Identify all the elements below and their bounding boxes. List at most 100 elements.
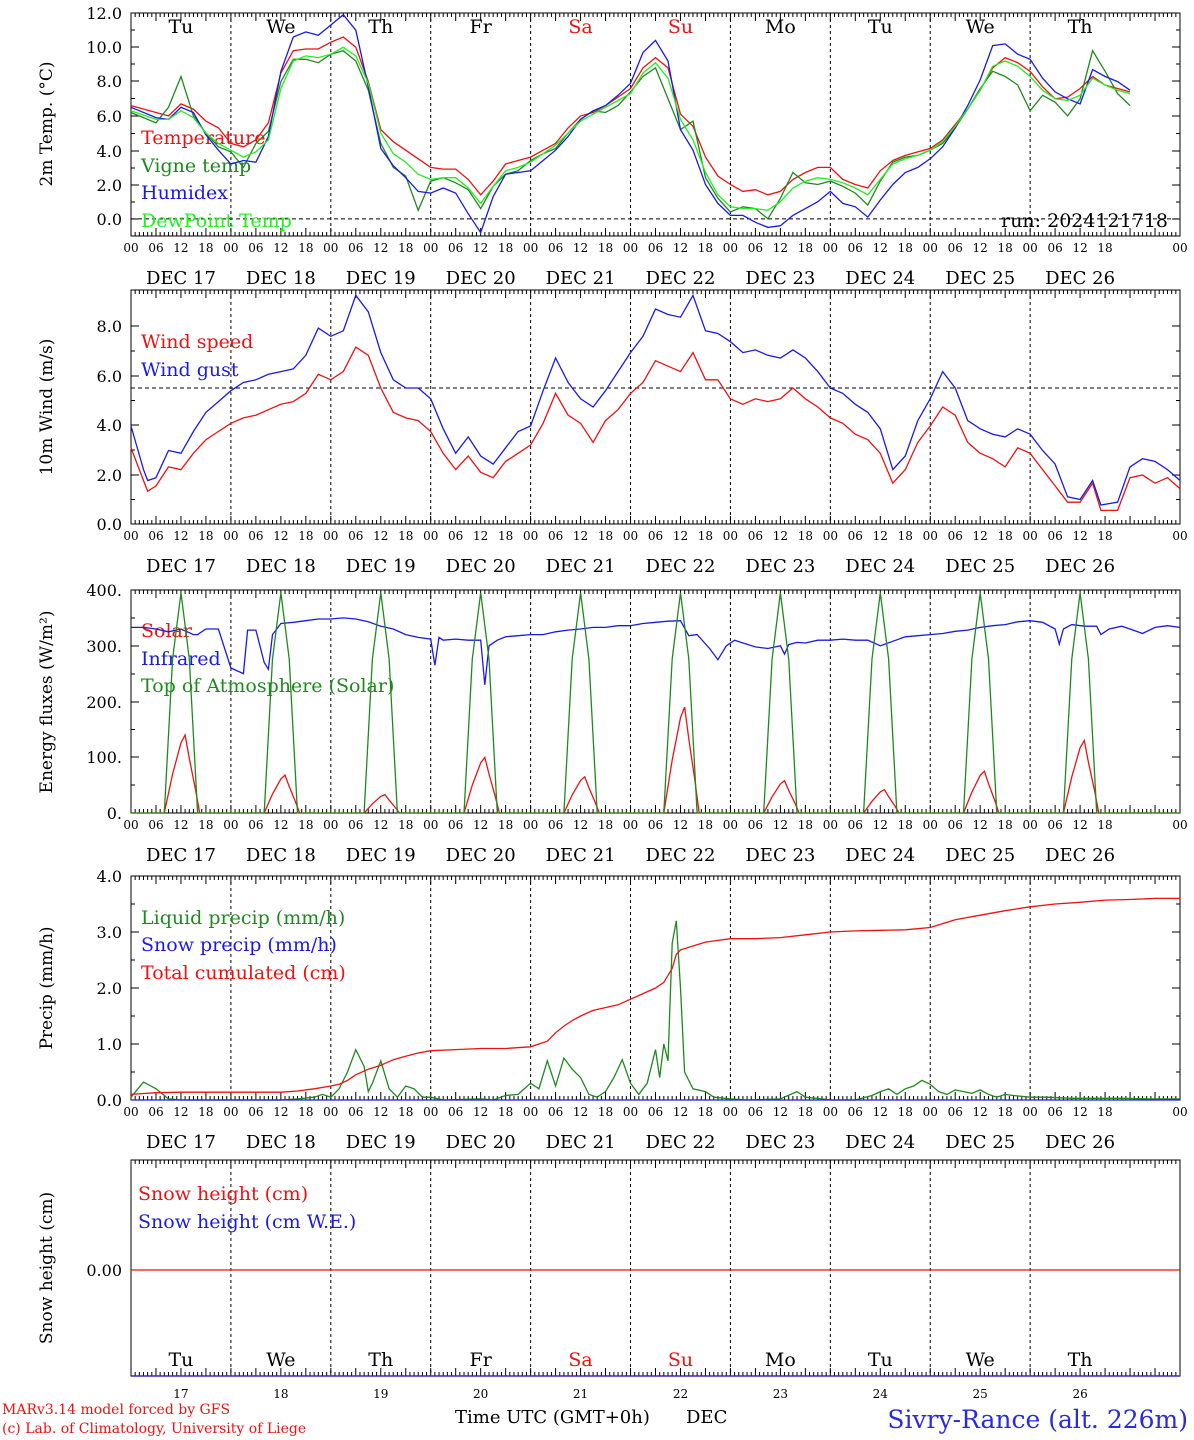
y-tick-label: 2.0 bbox=[97, 979, 122, 998]
plot-frame bbox=[130, 589, 1181, 814]
x-hour-label: 18 bbox=[998, 529, 1013, 543]
y-tick-label: 12.0 bbox=[86, 4, 122, 23]
x-hour-label: 06 bbox=[848, 1105, 863, 1119]
y-tick-label: 0.00 bbox=[86, 1261, 122, 1280]
x-date-label: DEC 24 bbox=[845, 845, 915, 866]
x-hour-label: 00 bbox=[1172, 1105, 1187, 1119]
x-hour-label: 06 bbox=[548, 529, 563, 543]
series-line-liquid-precip-mm-h- bbox=[130, 920, 1180, 1101]
x-hour-label: 00 bbox=[1023, 529, 1038, 543]
x-hour-label: 00 bbox=[523, 1105, 538, 1119]
x-hour-label: 18 bbox=[798, 529, 813, 543]
series-line-dewpoint-temp bbox=[130, 46, 1131, 211]
x-hour-label: 06 bbox=[848, 529, 863, 543]
day-of-week-label: We bbox=[266, 16, 295, 38]
x-hour-label: 18 bbox=[798, 1105, 813, 1119]
x-hour-label: 18 bbox=[498, 241, 513, 255]
x-hour-label: 06 bbox=[748, 529, 763, 543]
x-hour-label: 00 bbox=[123, 1105, 138, 1119]
x-hour-label: 12 bbox=[373, 1105, 388, 1119]
x-hour-label: 18 bbox=[998, 241, 1013, 255]
x-hour-label: 18 bbox=[1097, 1105, 1112, 1119]
x-hour-label: 18 bbox=[598, 241, 613, 255]
series-line-top-of-atmosphere-solar- bbox=[131, 592, 1180, 814]
x-date-label: DEC 25 bbox=[945, 268, 1015, 289]
x-hour-label: 06 bbox=[1047, 1105, 1062, 1119]
x-date-label: DEC 23 bbox=[745, 268, 815, 289]
y-tick-label: 0.0 bbox=[97, 1091, 122, 1110]
x-date-label: DEC 17 bbox=[146, 1132, 216, 1153]
panel-1: 12.0 10.0 8.0 6.0 4.0 2.0 0.0 2m Temp. (°C) Temp… bbox=[37, 4, 1188, 289]
x-hour-label: 00 bbox=[823, 529, 838, 543]
x-date-label: DEC 26 bbox=[1045, 1132, 1115, 1153]
x-hour-label: 00 bbox=[223, 818, 238, 832]
x-hour-label: 00 bbox=[823, 818, 838, 832]
x-hour-label: 12 bbox=[773, 529, 788, 543]
legend-entry: Top of Atmosphere (Solar) bbox=[141, 675, 394, 697]
x-hour-label: 00 bbox=[923, 818, 938, 832]
x-date-label: DEC 21 bbox=[546, 1132, 616, 1153]
x-hour-label: 12 bbox=[473, 818, 488, 832]
x-date-label: DEC 23 bbox=[745, 1132, 815, 1153]
y-axis-label: 2m Temp. (°C) bbox=[37, 61, 57, 186]
x-hour-label: 18 bbox=[398, 1105, 413, 1119]
panel-2: 8.0 6.0 4.0 2.0 0.0 10m Wind (m/s) Wind speed W… bbox=[37, 289, 1188, 577]
x-hour-label: 18 bbox=[698, 818, 713, 832]
x-hour-label: 18 bbox=[198, 529, 213, 543]
x-hour-label: 18 bbox=[298, 529, 313, 543]
x-date-label: DEC 26 bbox=[1045, 556, 1115, 577]
x-hour-label: 06 bbox=[248, 818, 263, 832]
x-hour-label: 12 bbox=[473, 241, 488, 255]
x-date-label: DEC 24 bbox=[845, 268, 915, 289]
x-hour-label: 00 bbox=[723, 818, 738, 832]
x-hour-label: 06 bbox=[548, 241, 563, 255]
y-tick-label: 8.0 bbox=[97, 317, 122, 336]
panels-layer: 12.0 10.0 8.0 6.0 4.0 2.0 0.0 2m Temp. (°C) Temp… bbox=[37, 4, 1188, 1401]
x-hour-label: 12 bbox=[373, 818, 388, 832]
x-hour-label: 18 bbox=[498, 818, 513, 832]
panel-3: 400.300.200.100.0.Energy fluxes (W/m²) So… bbox=[37, 581, 1188, 866]
x-hour-label: 12 bbox=[673, 818, 688, 832]
x-hour-label: 12 bbox=[273, 241, 288, 255]
x-hour-label: 12 bbox=[1072, 818, 1087, 832]
x-hour-label: 12 bbox=[173, 1105, 188, 1119]
x-hour-label: 12 bbox=[1072, 1105, 1087, 1119]
day-of-week-label: Su bbox=[668, 16, 693, 38]
day-number-label: 20 bbox=[473, 1387, 488, 1401]
x-hour-label: 12 bbox=[273, 818, 288, 832]
x-hour-label: 00 bbox=[123, 529, 138, 543]
x-hour-label: 00 bbox=[823, 241, 838, 255]
x-hour-label: 00 bbox=[923, 1105, 938, 1119]
x-hour-label: 00 bbox=[223, 1105, 238, 1119]
x-date-label: DEC 17 bbox=[146, 268, 216, 289]
x-hour-label: 06 bbox=[748, 1105, 763, 1119]
x-hour-label: 06 bbox=[148, 241, 163, 255]
y-tick-label: 2.0 bbox=[97, 466, 122, 485]
legend-entry: Humidex bbox=[141, 182, 228, 204]
x-hour-label: 00 bbox=[623, 1105, 638, 1119]
legend-entry: Snow precip (mm/h) bbox=[141, 934, 337, 956]
x-hour-label: 00 bbox=[523, 818, 538, 832]
y-tick-label: 200. bbox=[86, 693, 122, 712]
x-hour-label: 12 bbox=[673, 241, 688, 255]
day-of-week-label: Th bbox=[1068, 1349, 1093, 1371]
x-hour-label: 18 bbox=[198, 818, 213, 832]
x-hour-label: 18 bbox=[1097, 818, 1112, 832]
legend-entry: Liquid precip (mm/h) bbox=[141, 907, 345, 929]
plot-frame bbox=[130, 12, 1181, 237]
x-date-label: DEC 24 bbox=[845, 556, 915, 577]
footer: MARv3.14 model forced by GFS (c) Lab. of… bbox=[2, 1402, 1188, 1437]
x-hour-label: 00 bbox=[723, 241, 738, 255]
x-hour-label: 00 bbox=[1172, 529, 1187, 543]
x-hour-label: 06 bbox=[948, 529, 963, 543]
x-hour-label: 00 bbox=[423, 241, 438, 255]
x-hour-label: 06 bbox=[1047, 818, 1062, 832]
x-hour-label: 18 bbox=[1097, 241, 1112, 255]
x-hour-label: 00 bbox=[123, 241, 138, 255]
x-hour-label: 06 bbox=[348, 241, 363, 255]
x-hour-label: 12 bbox=[773, 1105, 788, 1119]
legend-entry: Total cumulated (cm) bbox=[141, 962, 346, 984]
x-date-label: DEC 19 bbox=[346, 1132, 416, 1153]
x-hour-label: 00 bbox=[1023, 241, 1038, 255]
x-hour-label: 00 bbox=[1023, 1105, 1038, 1119]
